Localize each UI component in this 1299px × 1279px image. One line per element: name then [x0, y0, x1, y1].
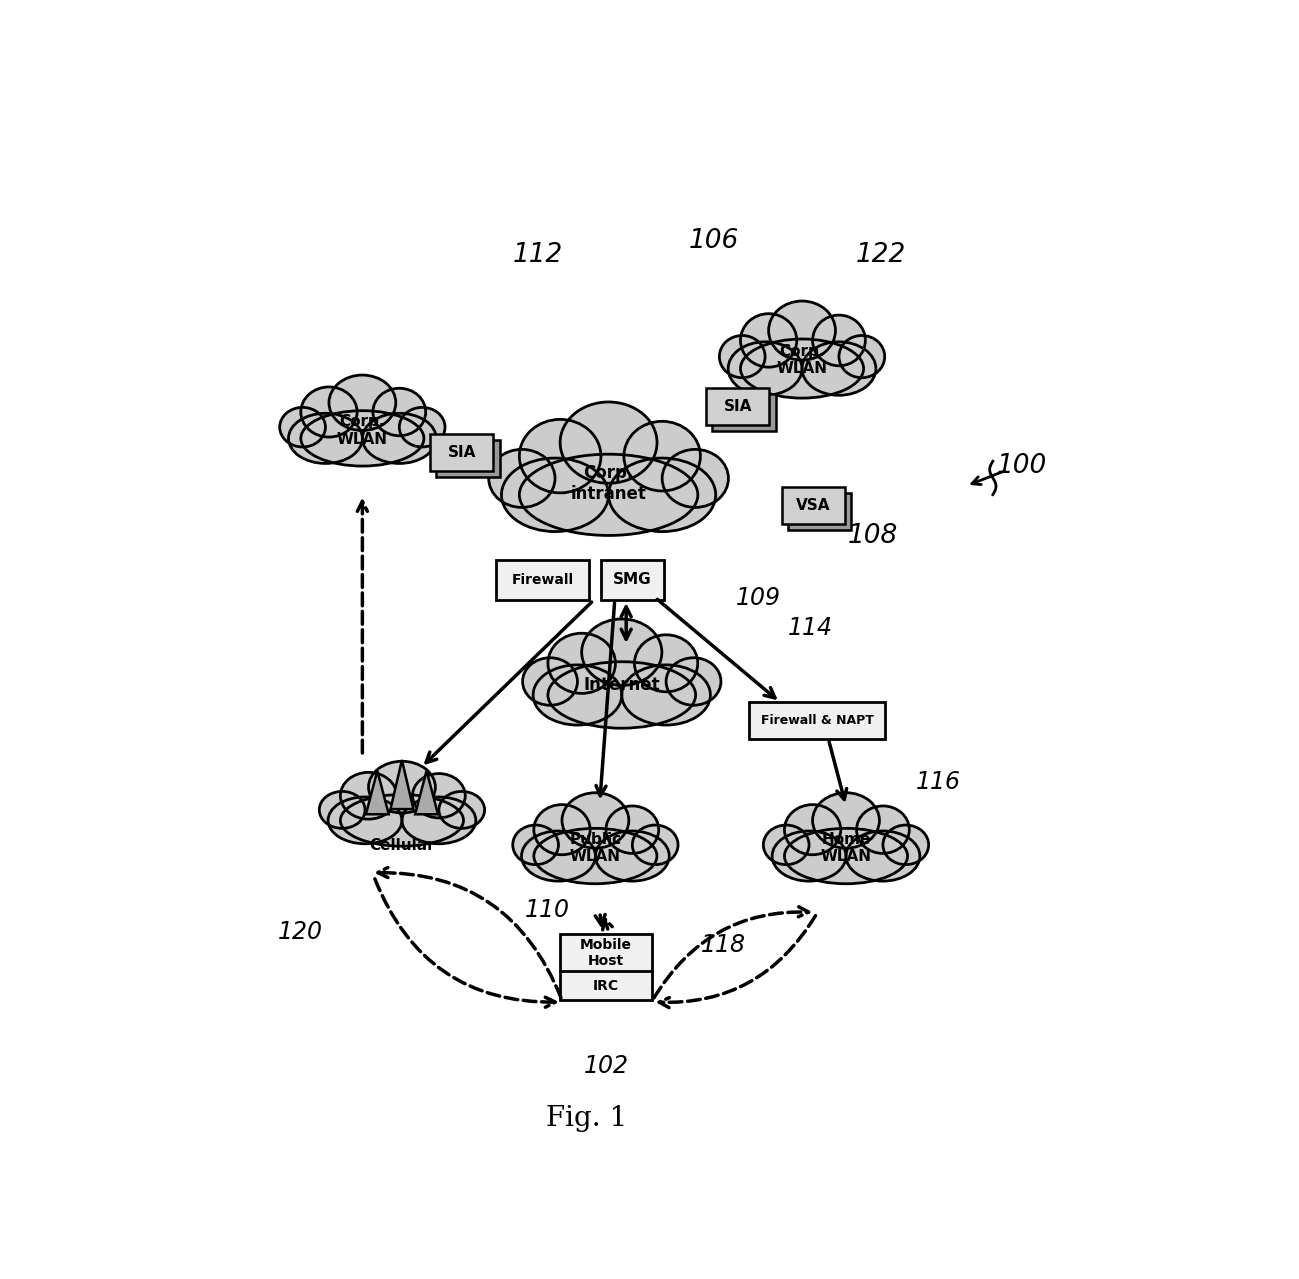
Text: Corp.
intranet: Corp. intranet	[570, 464, 647, 503]
Ellipse shape	[582, 619, 662, 686]
Ellipse shape	[439, 792, 485, 829]
Text: VSA: VSA	[796, 498, 831, 513]
Ellipse shape	[622, 665, 711, 725]
Ellipse shape	[520, 420, 601, 492]
Ellipse shape	[813, 315, 865, 366]
FancyBboxPatch shape	[788, 492, 851, 530]
Text: Internet: Internet	[583, 677, 660, 694]
FancyBboxPatch shape	[748, 702, 885, 739]
Text: Corp.
WLAN: Corp. WLAN	[336, 414, 388, 446]
Ellipse shape	[595, 831, 669, 881]
Ellipse shape	[279, 408, 326, 446]
FancyBboxPatch shape	[496, 560, 588, 600]
FancyBboxPatch shape	[600, 560, 664, 600]
Ellipse shape	[666, 657, 721, 705]
Text: 118: 118	[700, 932, 746, 957]
Ellipse shape	[785, 804, 840, 854]
Text: 120: 120	[278, 920, 323, 944]
Text: SIA: SIA	[448, 445, 475, 460]
Text: Fig. 1: Fig. 1	[546, 1105, 627, 1132]
Ellipse shape	[634, 634, 698, 692]
Text: IRC: IRC	[592, 978, 620, 993]
Ellipse shape	[720, 335, 765, 377]
FancyBboxPatch shape	[430, 434, 494, 471]
Text: Home
WLAN: Home WLAN	[821, 831, 872, 865]
Text: 106: 106	[688, 229, 739, 255]
Ellipse shape	[301, 388, 357, 437]
Ellipse shape	[729, 341, 801, 395]
FancyBboxPatch shape	[436, 440, 500, 477]
Ellipse shape	[369, 761, 435, 813]
Ellipse shape	[856, 806, 909, 853]
Ellipse shape	[520, 454, 698, 536]
Ellipse shape	[340, 794, 464, 847]
Ellipse shape	[534, 829, 657, 884]
Ellipse shape	[533, 665, 622, 725]
FancyBboxPatch shape	[560, 934, 652, 1000]
FancyBboxPatch shape	[712, 394, 776, 431]
Text: Firewall: Firewall	[512, 573, 574, 587]
FancyBboxPatch shape	[707, 389, 769, 425]
Ellipse shape	[772, 831, 846, 881]
Ellipse shape	[401, 797, 475, 844]
Text: Mobile
Host: Mobile Host	[579, 938, 631, 968]
Text: 108: 108	[847, 523, 898, 549]
Ellipse shape	[522, 657, 578, 705]
Ellipse shape	[609, 458, 716, 532]
Text: 112: 112	[513, 242, 564, 267]
Polygon shape	[416, 771, 438, 815]
Ellipse shape	[624, 421, 700, 491]
Ellipse shape	[329, 375, 396, 431]
Ellipse shape	[488, 449, 555, 508]
Ellipse shape	[340, 773, 396, 819]
Text: SIA: SIA	[724, 399, 752, 414]
Text: Firewall & NAPT: Firewall & NAPT	[760, 714, 873, 728]
Ellipse shape	[501, 458, 609, 532]
Text: 102: 102	[583, 1054, 629, 1078]
Text: 116: 116	[916, 770, 961, 794]
Text: 122: 122	[856, 242, 907, 267]
Ellipse shape	[813, 793, 879, 848]
Polygon shape	[391, 760, 413, 810]
Ellipse shape	[548, 661, 696, 728]
Ellipse shape	[560, 402, 657, 483]
Text: Corp.
WLAN: Corp. WLAN	[777, 344, 827, 376]
Ellipse shape	[534, 804, 590, 854]
Text: 109: 109	[735, 586, 781, 610]
Ellipse shape	[662, 449, 729, 508]
Ellipse shape	[548, 633, 616, 693]
Ellipse shape	[562, 793, 629, 848]
Text: 100: 100	[996, 453, 1047, 478]
Text: Public
WLAN: Public WLAN	[569, 831, 621, 865]
Ellipse shape	[740, 339, 864, 398]
Text: 110: 110	[525, 898, 569, 922]
Text: SMG: SMG	[613, 573, 652, 587]
FancyBboxPatch shape	[782, 487, 846, 523]
Ellipse shape	[362, 413, 436, 463]
Text: Cellular: Cellular	[369, 838, 435, 853]
Ellipse shape	[785, 829, 908, 884]
Polygon shape	[366, 771, 388, 815]
Text: 114: 114	[788, 616, 834, 641]
Ellipse shape	[413, 774, 465, 817]
Ellipse shape	[740, 313, 796, 367]
Ellipse shape	[883, 825, 929, 865]
Ellipse shape	[373, 389, 426, 436]
Ellipse shape	[764, 825, 809, 865]
Ellipse shape	[399, 408, 446, 446]
Ellipse shape	[320, 792, 365, 829]
Ellipse shape	[329, 797, 401, 844]
Ellipse shape	[605, 806, 659, 853]
Ellipse shape	[769, 301, 835, 361]
Ellipse shape	[801, 341, 876, 395]
Ellipse shape	[521, 831, 595, 881]
Ellipse shape	[633, 825, 678, 865]
Ellipse shape	[846, 831, 920, 881]
Ellipse shape	[839, 335, 885, 377]
Ellipse shape	[301, 411, 423, 466]
Ellipse shape	[513, 825, 559, 865]
Ellipse shape	[288, 413, 362, 463]
